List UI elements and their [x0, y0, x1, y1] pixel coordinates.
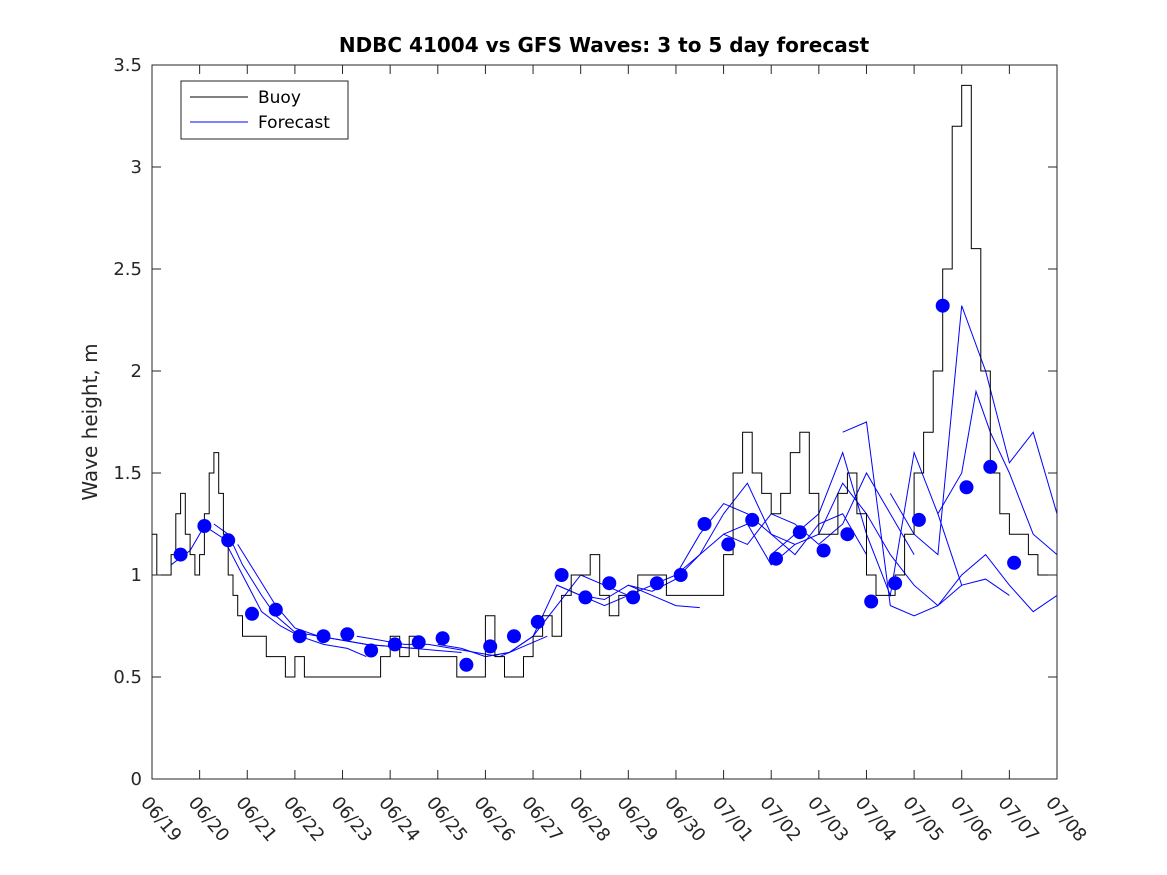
x-tick-label: 07/01 — [708, 793, 757, 846]
forecast-marker — [864, 594, 879, 609]
forecast-markers — [173, 298, 1022, 672]
forecast-marker — [221, 533, 236, 548]
buoy-line — [152, 84, 1057, 678]
forecast-marker — [316, 629, 331, 644]
forecast-marker — [530, 614, 545, 629]
forecast-marker — [554, 568, 569, 582]
forecast-marker — [911, 512, 926, 527]
forecast-line — [889, 305, 1057, 556]
forecast-marker — [816, 543, 831, 558]
buoy-series — [152, 84, 1057, 678]
forecast-marker — [935, 298, 950, 313]
legend-forecast-label: Forecast — [258, 113, 330, 133]
x-tick-label: 06/29 — [612, 793, 661, 846]
forecast-marker — [769, 551, 783, 566]
forecast-marker — [483, 639, 498, 654]
forecast-marker — [292, 629, 307, 644]
x-tick-label: 06/22 — [279, 793, 328, 846]
x-tick-label: 06/24 — [374, 793, 423, 846]
forecast-marker — [387, 637, 402, 652]
forecast-line — [842, 421, 1057, 617]
y-axis: 0 0.5 1 1.5 2 2.5 3 3.5 — [113, 55, 1057, 790]
x-tick-label: 06/28 — [565, 793, 614, 846]
forecast-marker — [173, 547, 188, 562]
y-tick-label: 2.5 — [113, 259, 142, 280]
x-tick-label: 07/05 — [898, 793, 947, 846]
x-tick-label: 07/04 — [851, 793, 900, 846]
x-tick-label: 07/08 — [1041, 793, 1090, 846]
forecast-marker — [602, 576, 617, 591]
x-tick-label: 07/03 — [803, 793, 852, 846]
forecast-marker — [507, 629, 521, 644]
forecast-marker — [1007, 555, 1022, 570]
x-tick-label: 07/07 — [994, 793, 1043, 846]
legend-buoy-label: Buoy — [258, 88, 301, 108]
x-tick-label: 06/30 — [660, 793, 709, 846]
y-tick-label: 3.5 — [113, 55, 142, 76]
y-tick-label: 3 — [131, 157, 142, 178]
x-tick-label: 06/23 — [327, 793, 376, 846]
forecast-marker — [435, 631, 450, 646]
x-tick-label: 06/26 — [470, 793, 519, 846]
forecast-marker — [459, 657, 474, 672]
forecast-marker — [197, 519, 212, 533]
forecast-marker — [888, 576, 903, 591]
forecast-marker — [721, 537, 736, 552]
x-tick-label: 06/25 — [422, 793, 471, 846]
x-tick-label: 06/19 — [136, 793, 185, 846]
x-tick-label: 06/21 — [231, 793, 280, 846]
y-axis-label: Wave height, m — [78, 343, 102, 500]
x-tick-label: 07/06 — [946, 793, 995, 846]
x-tick-label: 06/27 — [517, 793, 566, 846]
forecast-marker — [673, 568, 688, 582]
y-tick-label: 0 — [131, 769, 142, 790]
y-tick-label: 0.5 — [113, 667, 142, 688]
forecast-marker — [745, 512, 760, 527]
forecast-marker — [340, 627, 355, 642]
forecast-marker — [697, 517, 712, 531]
forecast-line — [237, 544, 462, 653]
legend-box — [180, 80, 349, 140]
forecast-line — [170, 525, 367, 658]
x-tick-label: 07/02 — [755, 793, 804, 846]
forecast-marker — [626, 590, 641, 605]
forecast-line — [485, 584, 700, 658]
x-tick-label: 06/20 — [184, 793, 233, 846]
forecast-marker — [983, 459, 998, 474]
forecast-marker — [959, 480, 974, 495]
forecast-marker — [792, 525, 807, 540]
forecast-marker — [411, 635, 426, 650]
forecast-marker — [245, 606, 259, 621]
forecast-marker — [578, 590, 593, 605]
y-tick-label: 2 — [131, 361, 142, 382]
legend: Buoy Forecast — [180, 80, 349, 140]
forecast-marker — [364, 643, 379, 658]
plot-area — [151, 64, 1058, 780]
y-tick-label: 1 — [131, 565, 142, 586]
forecast-marker — [268, 602, 283, 617]
forecast-line — [723, 482, 963, 607]
forecast-line — [628, 482, 867, 592]
chart-title: NDBC 41004 vs GFS Waves: 3 to 5 day fore… — [339, 33, 870, 57]
forecast-marker — [840, 527, 855, 542]
y-tick-label: 1.5 — [113, 463, 142, 484]
forecast-marker — [649, 576, 664, 591]
